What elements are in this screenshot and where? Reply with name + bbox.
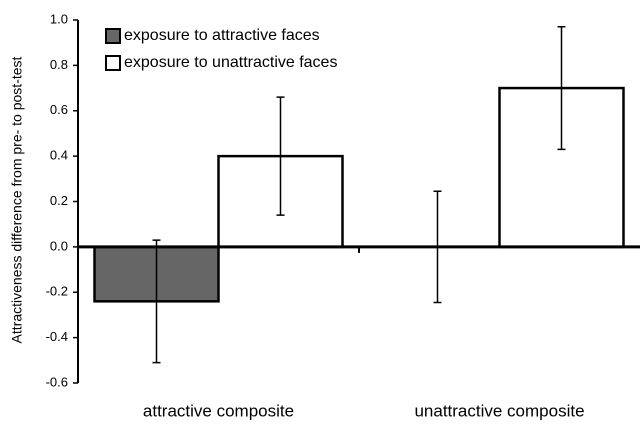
- y-tick-label: -0.2: [46, 284, 68, 299]
- y-tick-label: -0.4: [46, 329, 68, 344]
- legend-label: exposure to unattractive faces: [124, 54, 337, 71]
- legend-swatch: [105, 28, 121, 44]
- error-bar: [276, 96, 285, 216]
- y-tick-label: 0.2: [50, 193, 68, 208]
- legend-swatch: [105, 55, 121, 71]
- y-tick-label: 0.6: [50, 102, 68, 117]
- y-axis-label: Attractiveness difference from pre- to p…: [9, 56, 25, 343]
- error-bar: [557, 26, 566, 151]
- legend-label: exposure to attractive faces: [124, 27, 320, 44]
- y-tick-label: 0.8: [50, 57, 68, 72]
- x-tick-label: unattractive composite: [414, 401, 584, 420]
- y-tick-label: 0.0: [50, 238, 68, 253]
- y-tick-label: 0.4: [50, 148, 68, 163]
- x-tick-label: attractive composite: [143, 401, 294, 420]
- y-tick-label: -0.6: [46, 374, 68, 389]
- y-tick-label: 1.0: [50, 11, 68, 26]
- error-bar: [152, 239, 161, 364]
